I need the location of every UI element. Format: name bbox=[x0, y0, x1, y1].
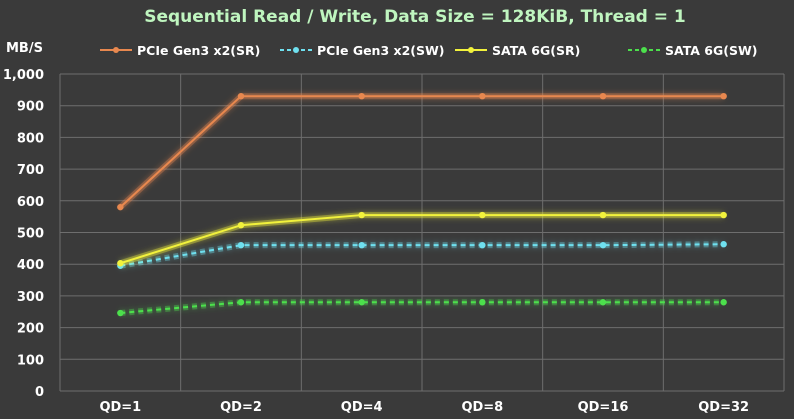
legend-marker bbox=[293, 47, 299, 53]
y-tick-label: 800 bbox=[17, 131, 44, 146]
chart-title: Sequential Read / Write, Data Size = 128… bbox=[144, 7, 686, 27]
data-point bbox=[358, 299, 365, 306]
series-layer bbox=[117, 92, 727, 317]
y-axis-label: MB/S bbox=[6, 41, 43, 56]
data-point bbox=[720, 211, 727, 219]
y-tick-label: 100 bbox=[17, 353, 44, 368]
x-tick-label: QD=1 bbox=[99, 400, 141, 415]
data-point bbox=[117, 260, 124, 267]
series-line bbox=[120, 214, 724, 265]
y-tick-label: 500 bbox=[17, 227, 44, 242]
data-point bbox=[237, 92, 245, 100]
data-point bbox=[720, 299, 727, 306]
y-tick-label: 900 bbox=[17, 100, 44, 115]
grid-layer bbox=[59, 73, 785, 392]
legend-label: PCIe Gen3 x2(SW) bbox=[317, 43, 444, 58]
data-point bbox=[237, 241, 245, 249]
data-point bbox=[479, 299, 486, 306]
x-tick-label: QD=16 bbox=[578, 400, 629, 415]
data-point bbox=[599, 299, 607, 306]
data-point bbox=[358, 92, 365, 100]
y-tick-label: 700 bbox=[17, 163, 44, 178]
legend-marker bbox=[641, 47, 647, 53]
y-tick-label: 400 bbox=[17, 258, 44, 273]
y-tick-label: 0 bbox=[35, 385, 44, 400]
x-tick-label: QD=2 bbox=[220, 400, 262, 415]
x-tick-label: QD=4 bbox=[341, 400, 383, 415]
legend-label: PCIe Gen3 x2(SR) bbox=[137, 43, 260, 58]
series-line bbox=[119, 95, 724, 208]
data-point bbox=[117, 309, 124, 317]
legend-marker bbox=[468, 47, 474, 53]
data-point bbox=[720, 92, 727, 100]
data-point bbox=[720, 241, 727, 248]
data-point bbox=[599, 241, 607, 249]
series-line bbox=[120, 301, 724, 315]
x-tick-label: QD=8 bbox=[461, 400, 503, 415]
data-point bbox=[479, 92, 486, 100]
data-point bbox=[117, 203, 124, 211]
data-point bbox=[358, 241, 365, 249]
legend-label: SATA 6G(SW) bbox=[665, 43, 757, 58]
y-tick-label: 200 bbox=[17, 322, 44, 337]
data-point bbox=[358, 211, 365, 219]
series-line bbox=[120, 243, 724, 267]
y-tick-label: 600 bbox=[17, 195, 44, 210]
data-point bbox=[237, 299, 245, 306]
data-point bbox=[479, 211, 486, 219]
data-point bbox=[599, 92, 607, 100]
legend-label: SATA 6G(SR) bbox=[492, 43, 580, 58]
legend: PCIe Gen3 x2(SR) PCIe Gen3 x2(SW) SATA 6G(… bbox=[100, 43, 757, 58]
y-tick-label: 300 bbox=[17, 290, 44, 305]
axis-layer: 0 100 200 300 400 500 600 700 800 900 1,000 QD=1 QD=… bbox=[3, 68, 749, 415]
x-tick-label: QD=32 bbox=[698, 400, 749, 415]
legend-marker bbox=[113, 47, 119, 53]
data-point bbox=[599, 211, 607, 219]
data-point bbox=[237, 222, 245, 229]
y-tick-label: 1,000 bbox=[3, 68, 44, 83]
data-point bbox=[479, 241, 486, 249]
